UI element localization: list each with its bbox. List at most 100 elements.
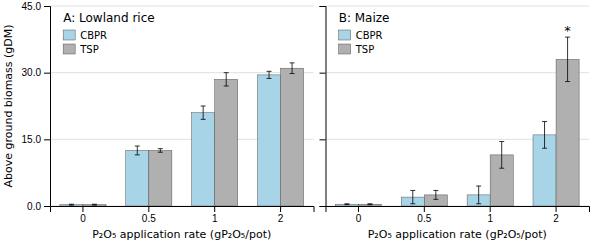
tick-mark	[490, 206, 491, 212]
tick	[320, 6, 326, 7]
error-bar	[92, 204, 97, 206]
legend-swatch	[63, 44, 75, 54]
bar	[358, 204, 381, 206]
tick	[320, 206, 326, 207]
tick-label: 1	[212, 213, 218, 224]
tick: 0.5	[142, 206, 156, 224]
bar	[60, 205, 83, 206]
error-bar	[201, 106, 206, 119]
tick: 1	[212, 206, 218, 224]
tick-label: 15.0	[22, 134, 42, 145]
tick-mark	[320, 206, 326, 207]
legend-label: TSP	[79, 44, 99, 55]
bar	[258, 75, 281, 206]
axis-line	[326, 207, 590, 213]
panel: 0.0 15.0 30.0 45.0 0 0.5 1 2 P₂O₅ application ra…	[2, 1, 314, 241]
bar	[83, 205, 106, 206]
tick-label: 0.5	[417, 213, 431, 224]
tick-mark	[320, 6, 326, 7]
error-bar	[224, 73, 229, 86]
tick-label: 0.0	[27, 201, 41, 212]
error-bar	[410, 190, 415, 203]
tick-mark	[148, 206, 149, 212]
grid-line	[326, 72, 590, 73]
tick: 0	[80, 206, 86, 224]
y-axis: 0.0 15.0 30.0 45.0	[22, 1, 51, 212]
annotation: *	[564, 23, 571, 38]
legend-label: CBPR	[80, 30, 107, 41]
tick: 15.0	[22, 134, 50, 145]
legend-label: TSP	[355, 44, 375, 55]
tick-mark	[82, 206, 83, 212]
tick-mark	[214, 206, 215, 212]
tick-mark	[320, 139, 326, 140]
tick-label: 0.5	[142, 213, 156, 224]
marks	[335, 37, 579, 206]
tick-label: 2	[278, 213, 284, 224]
x-axis: 0 0.5 1 2	[326, 206, 590, 224]
series	[358, 37, 579, 206]
tick: 0.5	[417, 206, 431, 224]
bar	[335, 204, 358, 206]
legend: CBPR TSP	[339, 30, 383, 55]
tick: 45.0	[22, 1, 50, 12]
error-bar	[344, 203, 349, 205]
tick-label: 1	[487, 213, 493, 224]
x-axis: 0 0.5 1 2	[51, 206, 315, 224]
tick-mark	[44, 139, 50, 140]
series	[60, 71, 281, 206]
bar	[149, 150, 172, 206]
y-axis	[320, 7, 327, 207]
tick: 0	[356, 206, 362, 224]
legend-swatch	[63, 30, 75, 40]
bar	[281, 68, 304, 206]
x-axis-title: P₂O₅ application rate (gP₂O₅/pot)	[92, 228, 271, 241]
legend: CBPR TSP	[63, 30, 107, 55]
bar	[192, 113, 215, 206]
tick-mark	[280, 206, 281, 212]
tick-mark	[424, 206, 425, 212]
tick-label: 0	[356, 213, 362, 224]
grid	[50, 6, 314, 206]
tick-mark	[44, 6, 50, 7]
axis-line	[44, 7, 51, 207]
tick	[320, 73, 326, 74]
tick: 2	[278, 206, 284, 224]
bar	[215, 79, 238, 206]
y-axis-title: Above ground biomass (gDM)	[2, 24, 15, 187]
tick-label: 2	[553, 213, 559, 224]
error-bar	[499, 142, 504, 169]
tick-label: 30.0	[22, 67, 42, 78]
series	[83, 63, 304, 206]
x-axis-title: P₂O₅ application rate (gP₂O₅/pot)	[368, 228, 547, 241]
tick	[320, 139, 326, 140]
series	[335, 122, 556, 206]
axis-line	[320, 7, 327, 207]
tick-mark	[358, 206, 359, 212]
tick-label: 0	[80, 213, 86, 224]
tick: 0.0	[27, 201, 50, 212]
panel-title: B: Maize	[339, 11, 390, 25]
error-bar	[158, 149, 163, 153]
tick-mark	[556, 206, 557, 212]
legend-swatch	[339, 44, 351, 54]
panel-title: A: Lowland rice	[63, 11, 154, 25]
legend-swatch	[339, 30, 351, 40]
error-bar	[267, 71, 272, 78]
tick-mark	[44, 206, 50, 207]
error-bar	[565, 37, 570, 81]
grid-line	[50, 72, 314, 73]
error-bar	[476, 186, 481, 204]
tick: 30.0	[22, 67, 50, 78]
axis-line	[51, 207, 315, 213]
grid-line	[50, 6, 314, 7]
bar	[126, 150, 149, 206]
marks	[60, 63, 304, 206]
grid	[326, 6, 590, 206]
grid-line	[326, 6, 590, 7]
legend-label: CBPR	[356, 30, 383, 41]
tick-label: 45.0	[22, 1, 42, 12]
tick: 1	[487, 206, 493, 224]
error-bar	[135, 146, 140, 155]
error-bar	[433, 190, 438, 199]
